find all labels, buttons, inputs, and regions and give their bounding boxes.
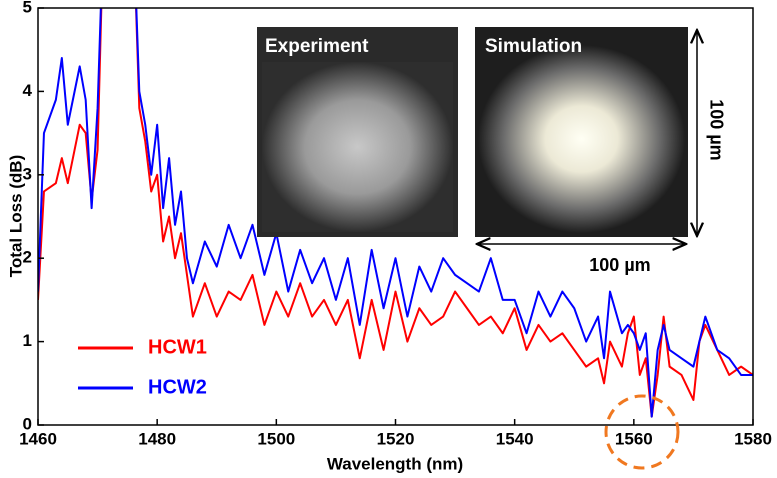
inset-label: Experiment [265, 36, 369, 57]
experiment-spot [262, 62, 453, 232]
x-tick-label: 1520 [377, 429, 415, 448]
highlight-circle [604, 394, 680, 470]
y-tick-label: 1 [23, 331, 32, 350]
series-line [38, 8, 753, 418]
plot-lines [38, 8, 753, 418]
x-tick-label: 1480 [138, 429, 176, 448]
y-tick-label: 5 [23, 0, 32, 16]
scale-label: 100 µm [706, 99, 726, 160]
legend-label: HCW2 [148, 376, 207, 398]
x-tick-label: 1540 [496, 429, 534, 448]
x-tick-label: 1560 [615, 429, 653, 448]
legend-label: HCW1 [148, 336, 207, 358]
scale-label: 100 µm [589, 255, 650, 275]
x-tick-label: 1460 [19, 429, 57, 448]
series-line [38, 8, 753, 418]
inset-label: Simulation [485, 36, 582, 57]
x-tick-label: 1500 [257, 429, 295, 448]
y-tick-label: 2 [23, 248, 32, 267]
x-axis-label: Wavelength (nm) [327, 454, 463, 473]
y-axis-label: Total Loss (dB) [6, 155, 25, 277]
y-tick-label: 0 [23, 414, 32, 433]
simulation-spot [478, 45, 685, 233]
y-tick-label: 3 [23, 164, 32, 183]
y-tick-label: 4 [23, 81, 33, 100]
x-tick-label: 1580 [734, 429, 772, 448]
